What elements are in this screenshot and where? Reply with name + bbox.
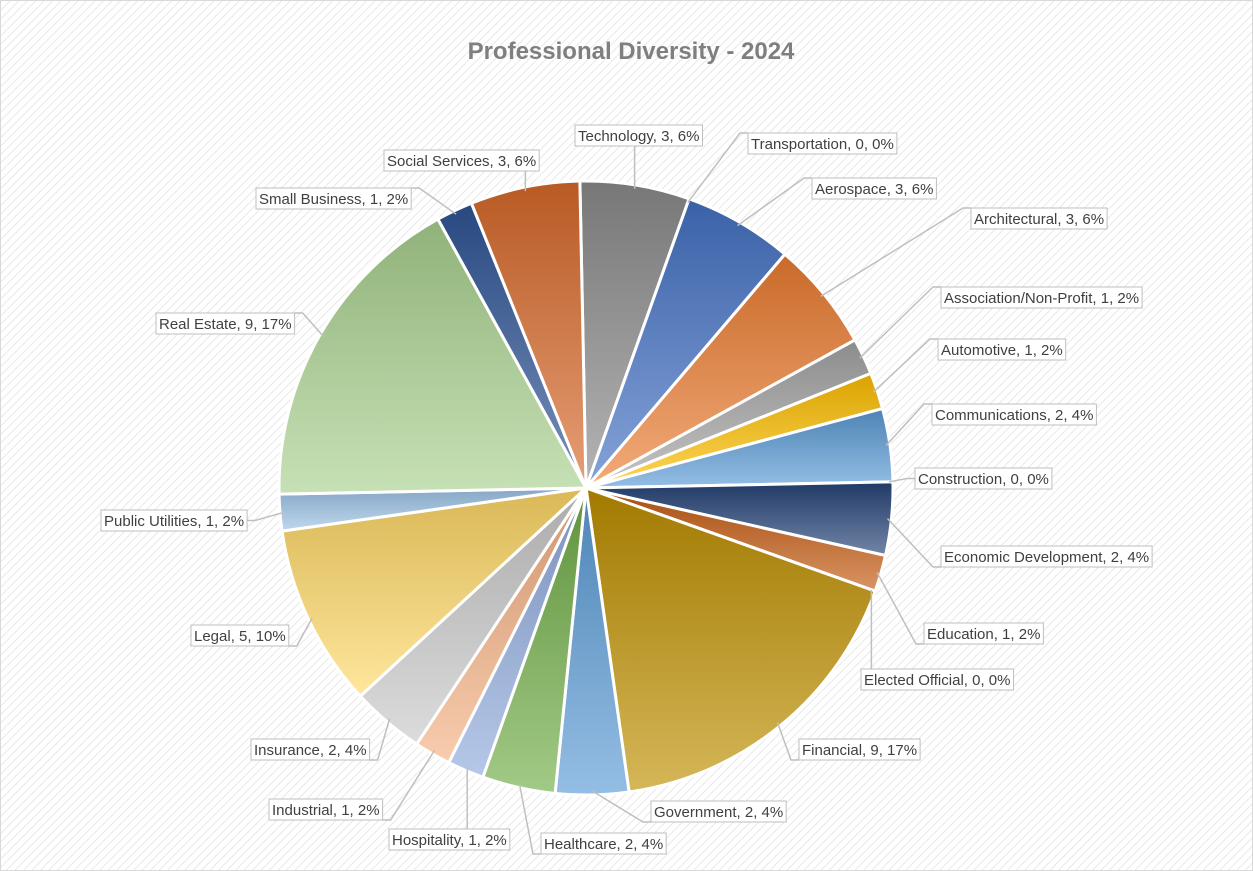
data-label-box: [931, 403, 1097, 426]
data-label-insurance: Insurance, 2, 4%: [250, 738, 371, 761]
leader-line: [382, 749, 436, 821]
data-label-box: [798, 738, 921, 761]
data-label-box: [860, 668, 1014, 691]
data-label-box: [268, 798, 384, 821]
data-label-box: [940, 545, 1153, 568]
data-label-elected-official: Elected Official, 0, 0%: [860, 668, 1014, 691]
data-label-box: [383, 149, 540, 172]
data-label-text: Legal, 5, 10%: [194, 628, 286, 645]
data-label-text: Education, 1, 2%: [927, 626, 1040, 643]
leader-line: [518, 783, 541, 855]
data-label-box: [914, 467, 1053, 490]
data-label-transportation: Transportation, 0, 0%: [747, 132, 898, 155]
data-label-text: Real Estate, 9, 17%: [159, 316, 292, 333]
data-label-text: Association/Non-Profit, 1, 2%: [944, 290, 1139, 307]
leader-line: [888, 477, 915, 483]
pie-slice-social-services: [469, 179, 588, 489]
data-label-text: Architectural, 3, 6%: [974, 211, 1104, 228]
leader-line: [411, 187, 457, 215]
data-label-box: [388, 828, 511, 851]
leader-line: [288, 617, 313, 647]
data-label-text: Small Business, 1, 2%: [259, 191, 408, 208]
data-label-public-utilities: Public Utilities, 1, 2%: [100, 509, 248, 532]
leader-line: [369, 718, 391, 761]
leader-line: [859, 286, 941, 359]
leader-line: [820, 207, 971, 298]
pie-slices: [277, 179, 895, 797]
data-label-text: Economic Development, 2, 4%: [944, 549, 1149, 566]
leader-line: [872, 338, 938, 393]
data-label-technology: Technology, 3, 6%: [574, 124, 703, 147]
data-label-automotive: Automotive, 1, 2%: [937, 338, 1067, 361]
data-label-social-services: Social Services, 3, 6%: [383, 149, 540, 172]
data-label-box: [255, 187, 412, 210]
data-label-text: Hospitality, 1, 2%: [392, 832, 507, 849]
data-label-box: [650, 800, 787, 823]
data-label-text: Aerospace, 3, 6%: [815, 181, 933, 198]
data-label-text: Industrial, 1, 2%: [272, 802, 380, 819]
data-label-text: Automotive, 1, 2%: [941, 342, 1063, 359]
data-label-box: [100, 509, 248, 532]
data-labels: Technology, 3, 6% Transportation, 0, 0% Ae…: [100, 124, 1153, 855]
leader-line: [776, 722, 799, 761]
chart-title: Professional Diversity - 2024: [468, 38, 795, 65]
data-label-text: Financial, 9, 17%: [802, 742, 917, 759]
leader-line: [886, 517, 941, 568]
data-label-construction: Construction, 0, 0%: [914, 467, 1053, 490]
data-label-aerospace: Aerospace, 3, 6%: [811, 177, 937, 200]
data-label-text: Construction, 0, 0%: [918, 471, 1049, 488]
data-label-text: Government, 2, 4%: [654, 804, 783, 821]
data-label-legal: Legal, 5, 10%: [190, 624, 290, 647]
data-label-text: Social Services, 3, 6%: [387, 153, 536, 170]
data-label-box: [970, 207, 1108, 230]
leader-line: [737, 177, 812, 227]
data-label-text: Transportation, 0, 0%: [751, 136, 894, 153]
data-label-box: [250, 738, 371, 761]
data-label-box: [540, 832, 667, 855]
data-label-communications: Communications, 2, 4%: [931, 403, 1097, 426]
data-label-text: Technology, 3, 6%: [578, 128, 699, 145]
data-label-box: [923, 622, 1044, 645]
data-label-industrial: Industrial, 1, 2%: [268, 798, 384, 821]
leader-line: [247, 511, 285, 522]
data-label-text: Healthcare, 2, 4%: [544, 836, 663, 853]
data-label-architectural: Architectural, 3, 6%: [970, 207, 1108, 230]
pie-slice-real-estate: [277, 217, 589, 496]
pie-slice-financial: [584, 485, 878, 794]
leader-line: [876, 571, 924, 645]
data-label-financial: Financial, 9, 17%: [798, 738, 921, 761]
pie-slice-legal: [280, 485, 591, 699]
data-label-text: Insurance, 2, 4%: [254, 742, 367, 759]
leader-lines: [247, 132, 971, 855]
data-label-box: [574, 124, 703, 147]
data-label-education: Education, 1, 2%: [923, 622, 1044, 645]
data-label-real-estate: Real Estate, 9, 17%: [155, 312, 296, 335]
data-label-hospitality: Hospitality, 1, 2%: [388, 828, 511, 851]
data-label-box: [811, 177, 937, 200]
leader-line: [294, 312, 325, 337]
data-label-text: Elected Official, 0, 0%: [864, 672, 1010, 689]
leader-line: [687, 132, 748, 204]
data-label-association-non-profit: Association/Non-Profit, 1, 2%: [940, 286, 1143, 309]
leader-line: [885, 403, 932, 447]
data-label-small-business: Small Business, 1, 2%: [255, 187, 412, 210]
data-label-box: [937, 338, 1067, 361]
data-label-government: Government, 2, 4%: [650, 800, 787, 823]
data-label-box: [155, 312, 296, 335]
data-label-text: Public Utilities, 1, 2%: [104, 513, 244, 530]
leader-line: [591, 790, 651, 823]
data-label-box: [747, 132, 898, 155]
data-label-economic-development: Economic Development, 2, 4%: [940, 545, 1153, 568]
data-label-box: [190, 624, 290, 647]
data-label-healthcare: Healthcare, 2, 4%: [540, 832, 667, 855]
data-label-box: [940, 286, 1143, 309]
data-label-text: Communications, 2, 4%: [935, 407, 1093, 424]
